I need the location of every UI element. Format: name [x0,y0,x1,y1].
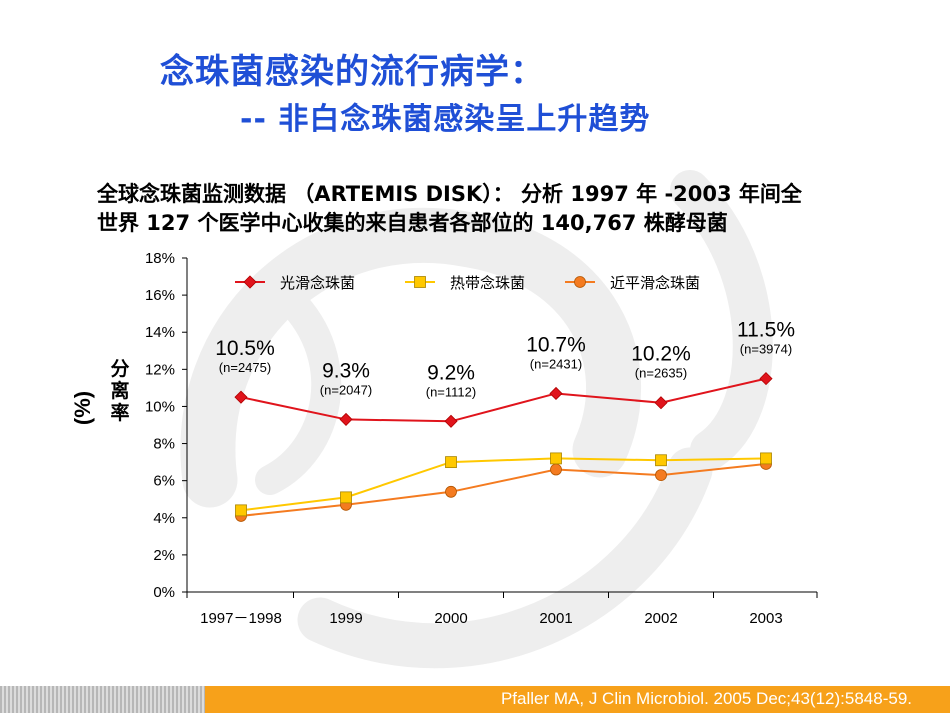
data-point [339,412,353,426]
data-label-value: 10.5% [215,337,275,360]
x-tick-label: 2000 [434,610,467,627]
data-label-count: (n=2635) [635,366,687,381]
y-tick-label: 6% [153,473,175,490]
data-point [759,372,773,386]
slide-subtitle: -- 非白念珠菌感染呈上升趋势 [240,102,651,137]
x-tick-label: 1999 [329,610,362,627]
y-tick-label: 8% [153,436,175,453]
data-point [445,456,457,469]
data-point [234,390,248,404]
data-label-count: (n=1112) [426,384,476,399]
data-label-value: 10.2% [631,343,691,366]
series-line [240,462,767,517]
y-axis-label: 分离率 [110,358,129,424]
series-line [240,457,767,512]
legend-marker [414,276,426,288]
series-line [240,377,767,423]
footer-band: Pfaller MA, J Clin Microbiol. 2005 Dec;4… [0,686,950,713]
legend-label: 近平滑念珠菌 [610,274,700,292]
x-tick-label: 2003 [749,610,782,627]
data-label-count: (n=2431) [530,356,582,371]
y-tick-label: 12% [145,361,175,378]
isolation-rate-line-chart: 0% 2% 4% 6% 8% 10% 12% 14% 16% 18% 1997－1998 1999 20… [70,250,818,627]
data-point [655,454,667,467]
data-point [550,452,562,465]
data-point [654,396,668,410]
legend-marker [574,276,586,288]
x-tick-label: 1997－1998 [200,610,282,627]
slide-title: 念珠菌感染的流行病学： [160,52,545,92]
data-label-count: (n=3974) [740,342,792,357]
data-point [235,504,247,517]
y-tick-label: 18% [145,250,175,267]
y-tick-label: 16% [145,287,175,304]
legend-marker [243,275,257,289]
data-point [550,463,562,476]
x-tick-label: 2001 [539,610,572,627]
y-tick-label: 4% [153,510,175,527]
footer-gray-strip [0,686,205,713]
y-axis-unit: (%) [70,391,95,425]
y-tick-label: 14% [145,324,175,341]
legend-label: 热带念珠菌 [450,274,525,292]
y-tick-label: 2% [153,547,175,564]
data-point [760,452,772,465]
background-watermark [180,170,773,669]
data-label-count: (n=2475) [219,360,271,375]
data-point [444,414,458,428]
data-label-value: 9.2% [427,361,475,384]
footer-orange-strip: Pfaller MA, J Clin Microbiol. 2005 Dec;4… [205,686,950,713]
y-tick-label: 0% [153,584,175,601]
legend-label: 光滑念珠菌 [280,274,355,292]
data-point [655,469,667,482]
slide-description: 全球念珠菌监测数据 （ARTEMIS DISK）： 分析 1997 年 -200… [97,182,802,235]
x-tick-label: 2002 [644,610,677,627]
data-point [445,485,457,498]
data-point [340,491,352,504]
citation: Pfaller MA, J Clin Microbiol. 2005 Dec;4… [500,689,912,708]
data-point [549,386,563,401]
data-label-value: 9.3% [322,359,370,382]
data-label-count: (n=2047) [320,382,372,397]
data-label-value: 11.5% [737,319,795,342]
data-label-value: 10.7% [526,333,586,356]
y-tick-label: 10% [145,398,175,415]
